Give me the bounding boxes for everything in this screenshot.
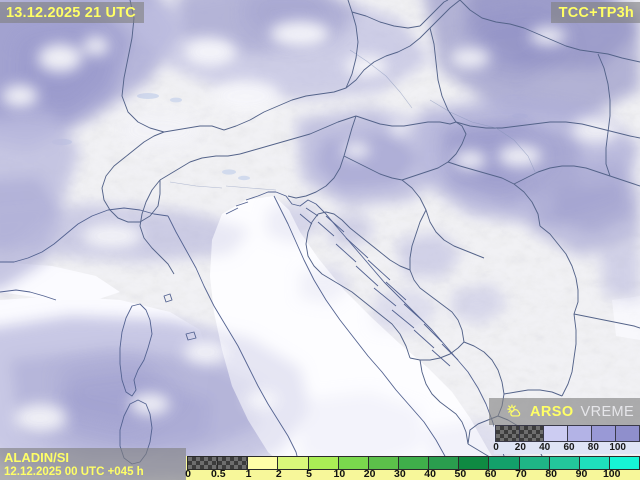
precip-legend-tick: 90	[575, 468, 588, 480]
arso-name-text: ARSO	[530, 403, 574, 420]
sun-behind-cloud-icon	[507, 404, 521, 417]
arso-logo[interactable]: ARSO VREME	[489, 398, 640, 425]
cloud-legend-tick: 80	[587, 442, 599, 453]
cloud-legend-swatch	[519, 425, 544, 442]
arso-subtitle-text: VREME	[580, 403, 635, 420]
precipitation-legend[interactable]: 0 0.5 1 2 5 10 20 30 40 50 60 70 80 90 100	[185, 456, 640, 480]
coastlines	[0, 191, 509, 480]
precip-legend-tick: 80	[545, 468, 558, 480]
cloud-legend-swatch	[567, 425, 592, 442]
precip-legend-tick: 60	[484, 468, 497, 480]
parameter-label: TCC+TP3h	[550, 2, 640, 23]
precip-legend-tick: 40	[424, 468, 436, 480]
cloud-legend-swatch	[495, 425, 520, 442]
precip-legend-tick: 50	[454, 468, 467, 480]
precip-legend-tick: 30	[394, 468, 406, 480]
cloud-legend-tick: 0	[493, 442, 499, 453]
precip-legend-ticks: 0 0.5 1 2 5 10 20 30 40 50 60 70 80 90 100	[185, 468, 640, 480]
precip-legend-swatch	[247, 456, 279, 470]
precip-legend-tick: 10	[333, 468, 346, 480]
precip-legend-swatch	[277, 456, 309, 470]
precip-legend-tick: 0.5	[210, 468, 226, 480]
cloud-legend-ticks: 0 20 40 60 80 100	[493, 442, 640, 454]
precip-legend-tick: 100	[602, 468, 621, 480]
rivers	[169, 49, 537, 191]
cloud-legend-tick: 60	[563, 442, 575, 453]
country-borders	[101, 0, 640, 475]
model-run-text: 12.12.2025 00 UTC +045 h	[4, 466, 144, 478]
clear-sky-holes	[2, 21, 620, 432]
precip-legend-tick: 1	[245, 468, 252, 480]
cloud-legend-swatch	[543, 425, 568, 442]
cloud-legend-tick: 100	[609, 442, 626, 453]
model-name-text: ALADIN/SI	[4, 450, 69, 465]
valid-time-text: 13.12.2025 21 UTC	[6, 4, 136, 21]
cloud-legend-swatch	[615, 425, 640, 442]
precip-legend-tick: 2	[275, 468, 282, 480]
cloud-cover-legend[interactable]: 0 20 40 60 80 100	[493, 425, 640, 454]
cloud-legend-swatch	[591, 425, 616, 442]
model-info-panel: ALADIN/SI 12.12.2025 00 UTC +045 h	[0, 448, 186, 480]
cloud-legend-tick: 40	[539, 442, 551, 453]
precip-legend-tick: 20	[363, 468, 376, 480]
precip-legend-tick: 70	[515, 468, 527, 480]
parameter-text: TCC+TP3h	[558, 4, 634, 21]
cloud-legend-tick: 20	[514, 442, 526, 453]
sea-overlay	[210, 196, 500, 480]
precip-legend-swatches	[187, 456, 640, 470]
valid-time-label: 13.12.2025 21 UTC	[0, 2, 144, 23]
cloud-legend-swatches	[495, 425, 640, 442]
precip-legend-tick: 5	[306, 468, 312, 480]
precip-legend-tick: 0	[185, 468, 191, 480]
